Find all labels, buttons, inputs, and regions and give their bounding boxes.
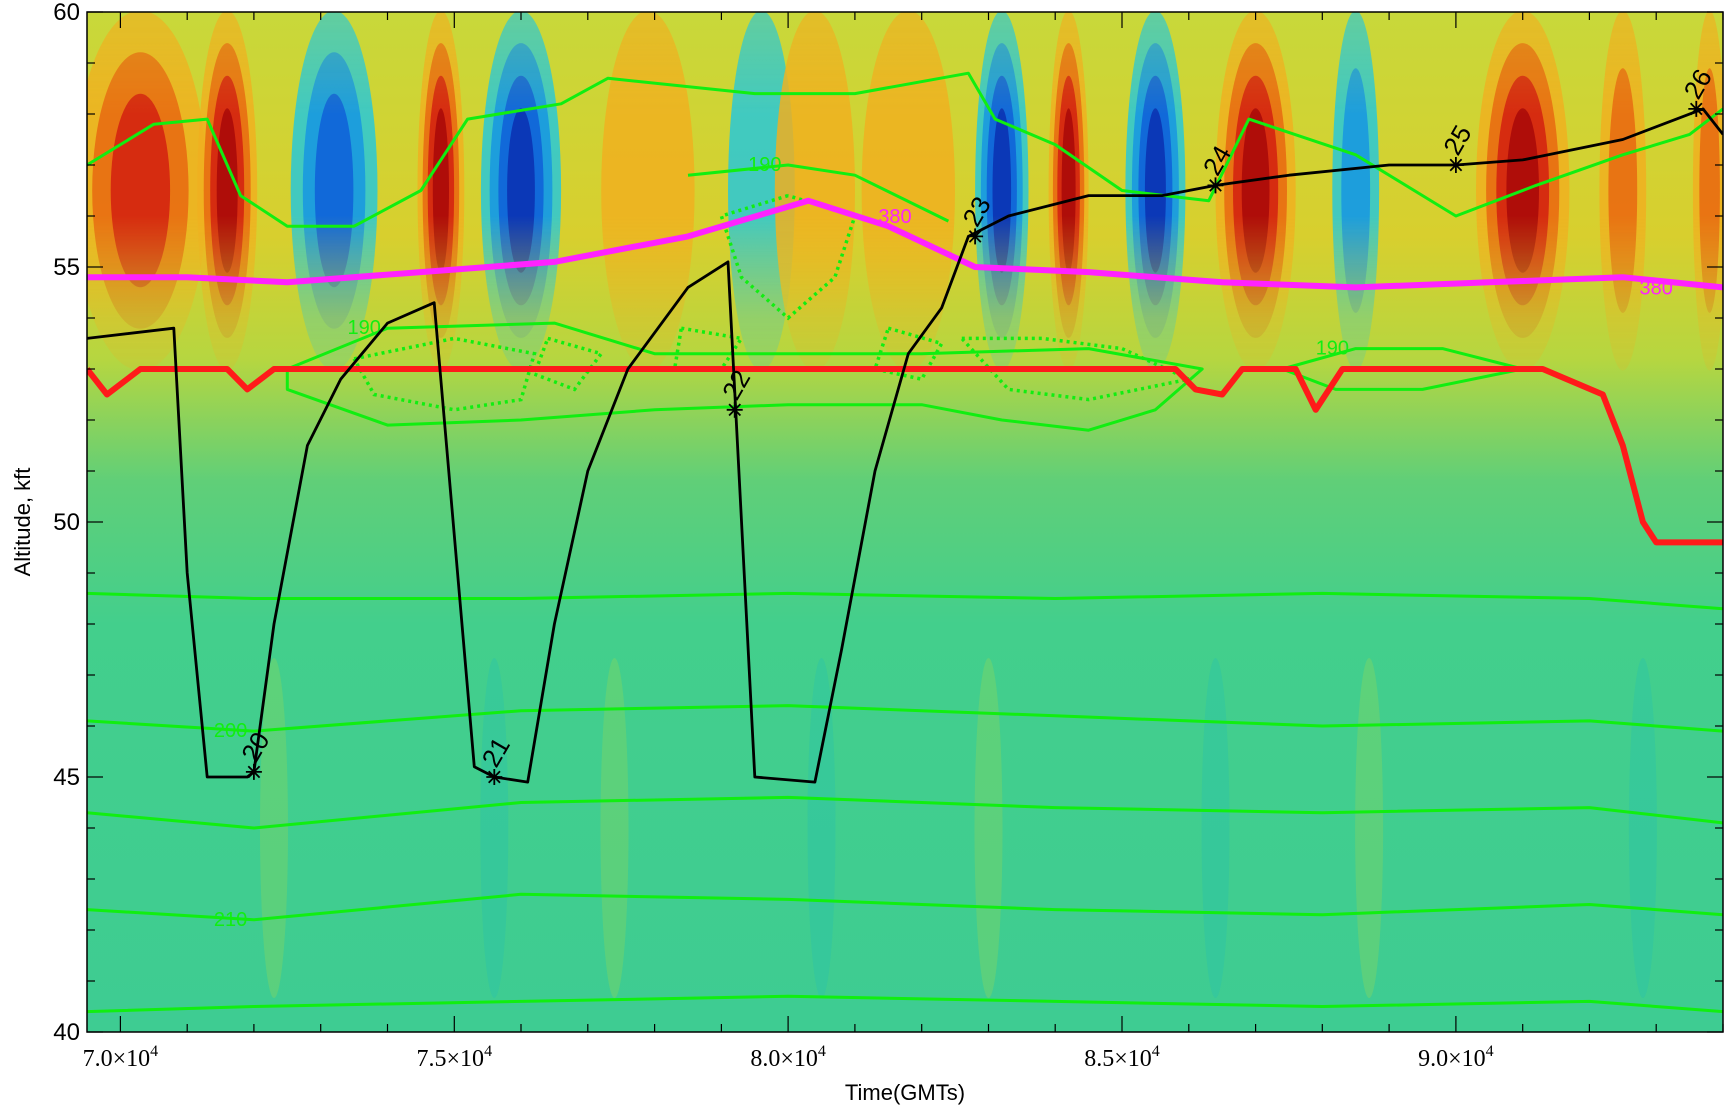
y-tick-label: 40 xyxy=(53,1019,80,1046)
temperature-contour-label-7: 190 xyxy=(348,317,381,339)
temperature-contour-2 xyxy=(87,795,1723,830)
field-band-2-level-2 xyxy=(314,93,354,288)
field-band-6-level-0 xyxy=(728,12,795,371)
field-band-1-level-3 xyxy=(216,108,238,273)
field-band-11-level-3 xyxy=(1144,108,1166,273)
waypoint-marker-stroke xyxy=(728,403,742,417)
waypoint-marker-stroke xyxy=(1449,158,1463,172)
y-tick-labels: 40 45 50 55 60 xyxy=(53,0,80,1046)
flight-track-path xyxy=(87,107,1723,784)
field-band-3-level-3 xyxy=(432,108,449,273)
lower-streak-4 xyxy=(974,658,1003,998)
temperature-contour-label-6: 190 xyxy=(748,154,781,176)
dotted-contour-4 xyxy=(872,326,945,382)
y-axis-title: Altitude, kft xyxy=(10,468,35,577)
x-tick-label: 8.5×104 xyxy=(1084,1043,1160,1072)
temperature-contour-6 xyxy=(687,163,950,223)
theta-380-label-0: 380 xyxy=(878,206,911,228)
field-band-5-level-0 xyxy=(601,12,695,371)
theta-380-line xyxy=(87,197,1723,291)
flight-track xyxy=(87,107,1723,784)
lower-field-streaks xyxy=(260,658,1657,998)
lower-streak-3 xyxy=(807,658,836,998)
waypoint-marker-stroke xyxy=(968,230,982,243)
lower-streak-2 xyxy=(600,658,629,998)
tropopause-path xyxy=(87,366,1723,546)
temperature-contour-4 xyxy=(87,591,1723,611)
waypoint-marker-stroke xyxy=(247,765,261,779)
field-band-7-level-0 xyxy=(774,12,855,371)
waypoint-marker-stroke xyxy=(488,770,501,784)
x-tick-label: 7.5×104 xyxy=(417,1043,493,1072)
temperature-contour-label-1: 210 xyxy=(214,909,247,931)
temperature-contour-3 xyxy=(87,704,1723,733)
waypoint-marker-stroke xyxy=(1209,179,1222,192)
field-band-10-level-3 xyxy=(1061,108,1076,273)
temperature-contours: 210 200 190 190 190 xyxy=(87,71,1723,1014)
temperature-contour-1 xyxy=(87,892,1723,922)
y-tick-label: 50 xyxy=(53,509,80,536)
x-tick-label: 8.0×104 xyxy=(750,1043,826,1072)
temperature-contour-7 xyxy=(285,321,1204,432)
temperature-contour-label-3: 200 xyxy=(214,720,247,742)
dotted-contour-1 xyxy=(352,336,537,412)
lower-streak-6 xyxy=(1355,658,1384,998)
field-band-15-level-1 xyxy=(1608,68,1638,313)
waypoint-marker-stroke xyxy=(1689,102,1703,116)
temperature-contour-label-8: 190 xyxy=(1316,338,1349,360)
axis-ticks xyxy=(87,11,1724,1033)
field-band-9-level-3 xyxy=(992,108,1012,273)
field-band-8-level-0 xyxy=(861,12,955,371)
temperature-contour-0 xyxy=(87,994,1723,1014)
lower-streak-1 xyxy=(480,658,509,998)
field-band-4-level-3 xyxy=(507,108,535,273)
y-tick-label: 60 xyxy=(53,0,80,26)
dotted-contour-2 xyxy=(532,336,605,392)
lower-streak-0 xyxy=(260,658,288,998)
theta-380-contour: 380 380 xyxy=(87,197,1723,299)
theta-380-label-1: 380 xyxy=(1640,277,1673,299)
tropopause-line xyxy=(87,366,1723,546)
field-band-13-level-1 xyxy=(1341,68,1371,313)
temperature-contour-5 xyxy=(87,71,1723,228)
x-axis-title: Time(GMTs) xyxy=(845,1080,965,1105)
x-tick-label: 9.0×104 xyxy=(1418,1043,1494,1072)
lower-streak-5 xyxy=(1201,658,1230,998)
y-tick-label: 55 xyxy=(53,254,80,281)
field-band-12-level-3 xyxy=(1241,108,1270,273)
field-bands xyxy=(87,12,1723,371)
field-band-16-level-1 xyxy=(1699,68,1720,313)
x-tick-labels: 7.0×104 7.5×104 8.0×104 8.5×104 9.0×104 xyxy=(83,1043,1494,1072)
x-tick-label: 7.0×104 xyxy=(83,1043,159,1072)
y-tick-label: 45 xyxy=(53,764,80,791)
lower-streak-7 xyxy=(1628,658,1657,998)
